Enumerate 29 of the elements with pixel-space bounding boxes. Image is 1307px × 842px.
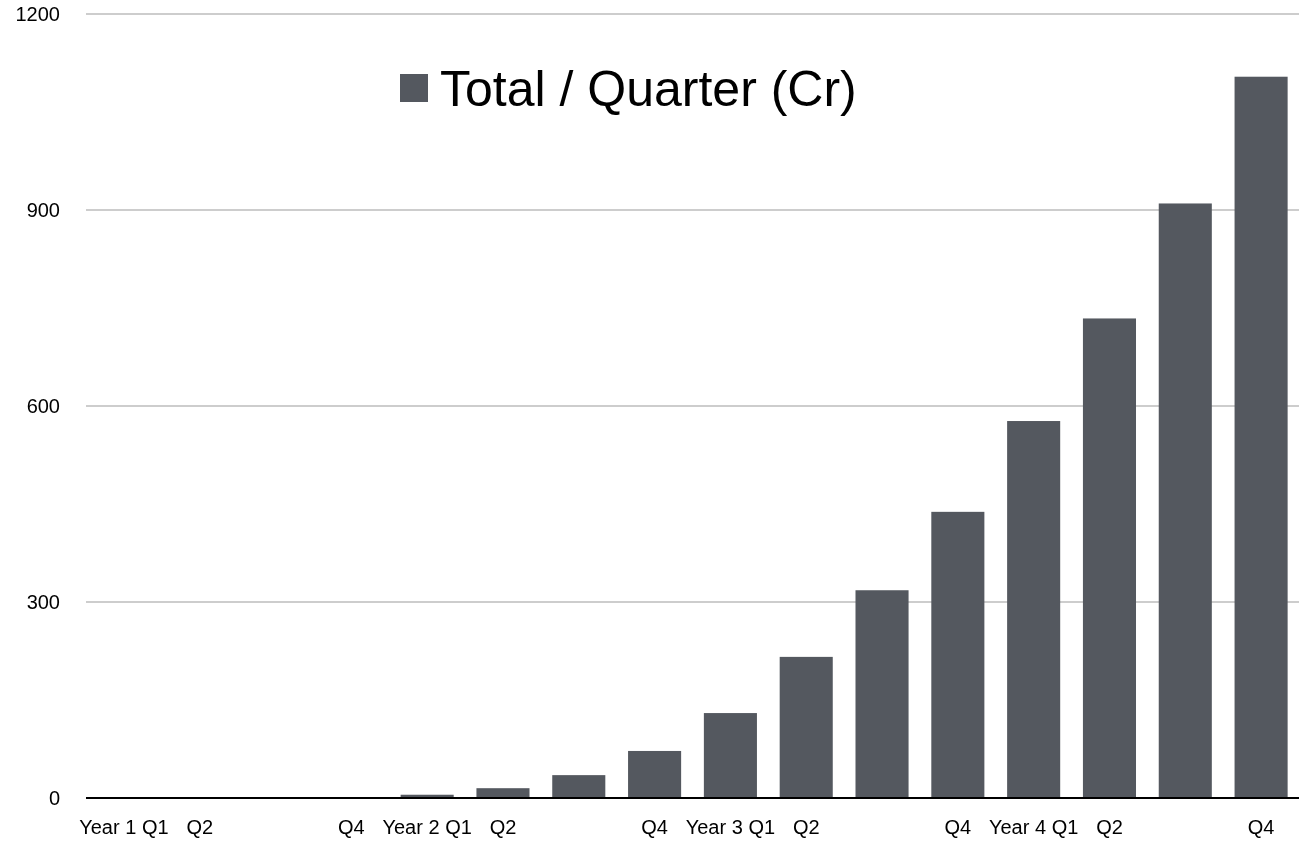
legend-label: Total / Quarter (Cr): [440, 60, 857, 117]
bar: [476, 788, 530, 798]
bar: [931, 511, 985, 798]
y-tick-label: 1200: [15, 3, 60, 25]
x-tick-label: Q2: [186, 816, 214, 838]
bar: [1158, 203, 1212, 798]
x-tick-label: Year 2 Q1: [382, 816, 472, 838]
bar: [855, 590, 909, 798]
bar: [1007, 421, 1061, 798]
x-tick-label: Q4: [1247, 816, 1275, 838]
y-tick-label: 300: [26, 591, 60, 613]
bar: [703, 713, 757, 798]
x-tick-label: Q2: [1096, 816, 1123, 838]
bar: [1082, 318, 1136, 798]
y-tick-label: 600: [26, 395, 60, 417]
x-tick-label: Year 3 Q1: [685, 816, 776, 838]
x-tick-label: Year 1 Q1: [79, 816, 169, 838]
x-tick-label: Year 4 Q1: [988, 816, 1079, 838]
x-tick-label: Q4: [338, 816, 365, 838]
x-tick-label: Q4: [641, 816, 668, 838]
y-tick-label: 0: [48, 787, 60, 809]
bar: [779, 656, 833, 798]
x-tick-label: Q4: [944, 816, 972, 838]
bar: [628, 750, 682, 798]
x-tick-label: Q2: [489, 816, 517, 838]
y-tick-label: 900: [26, 199, 60, 221]
bar: [1234, 76, 1288, 798]
bar: [552, 775, 606, 798]
x-tick-label: Q2: [792, 816, 820, 838]
